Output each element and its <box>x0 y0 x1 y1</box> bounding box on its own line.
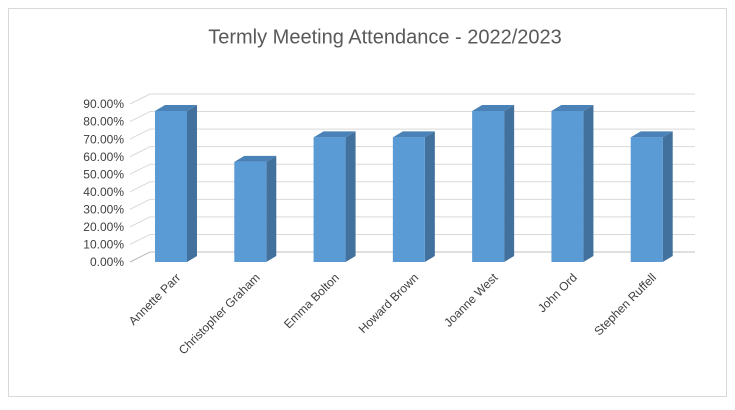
bar-front <box>551 111 584 263</box>
bar-front <box>313 137 346 262</box>
bar-front <box>234 161 267 262</box>
y-tick-label: 10.00% <box>83 238 124 252</box>
bar-top <box>551 105 594 112</box>
bar-side <box>504 105 515 263</box>
bar-front <box>472 111 505 263</box>
bar-side <box>662 131 673 262</box>
bar <box>472 105 515 263</box>
bar-front <box>630 137 663 262</box>
y-tick-label: 90.00% <box>83 97 124 111</box>
bar <box>392 131 435 262</box>
bar-side <box>345 131 356 262</box>
grid-line <box>129 93 695 105</box>
bar-top <box>155 105 197 112</box>
y-tick-label: 80.00% <box>83 115 124 129</box>
bar <box>551 105 594 263</box>
y-tick-label: 70.00% <box>83 132 124 146</box>
y-tick-label: 20.00% <box>83 220 124 234</box>
bar-side <box>266 155 277 262</box>
bar-top <box>392 131 435 138</box>
bar <box>313 131 356 262</box>
bar-top <box>630 131 673 138</box>
bar <box>234 155 277 262</box>
bar <box>630 131 673 262</box>
bar-front <box>155 111 187 263</box>
bar-side <box>424 131 435 262</box>
bar-side <box>583 105 594 263</box>
y-tick-label: 30.00% <box>83 203 124 217</box>
y-tick-label: 50.00% <box>83 167 124 181</box>
bar-top <box>313 131 356 138</box>
y-tick-label: 0.00% <box>90 255 124 269</box>
chart-border <box>8 8 727 397</box>
bar-top <box>472 105 515 112</box>
bar <box>155 105 197 263</box>
y-tick-label: 60.00% <box>83 150 124 164</box>
chart-title: Termly Meeting Attendance - 2022/2023 <box>208 26 562 48</box>
bar-top <box>234 155 277 162</box>
bar-front <box>392 137 425 262</box>
bar-side <box>187 105 197 263</box>
y-tick-label: 40.00% <box>83 185 124 199</box>
